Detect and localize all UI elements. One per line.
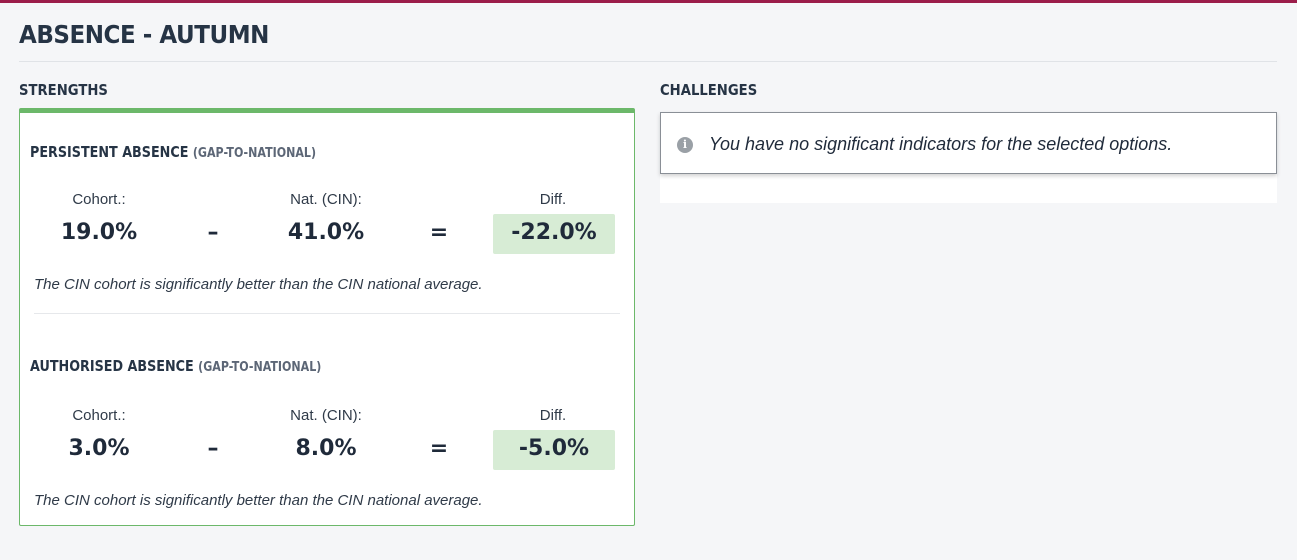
cohort-label: Cohort.: xyxy=(72,191,126,208)
diff-label: Diff. xyxy=(539,191,567,208)
strengths-heading: STRENGTHS xyxy=(19,81,108,99)
diff-label: Diff. xyxy=(539,407,567,424)
national-value: 41.0% xyxy=(287,220,365,245)
diff-value: -22.0% xyxy=(511,220,597,245)
national-label: Nat. (CIN): xyxy=(290,407,362,424)
diff-highlight xyxy=(493,430,615,470)
minus-operator: – xyxy=(207,436,219,461)
alert-message: You have no significant indicators for t… xyxy=(709,134,1173,154)
equals-operator: = xyxy=(429,220,449,245)
info-icon: i xyxy=(677,137,693,153)
indicator-persistent-absence: PERSISTENT ABSENCE (GAP-TO-NATIONAL) Coh… xyxy=(20,113,634,314)
page-title: ABSENCE - AUTUMN xyxy=(19,20,269,49)
indicator-title: AUTHORISED ABSENCE (GAP-TO-NATIONAL) xyxy=(30,357,321,375)
indicator-subtitle: (GAP-TO-NATIONAL) xyxy=(192,146,317,161)
indicator-note: The CIN cohort is significantly better t… xyxy=(34,492,483,509)
challenges-heading: CHALLENGES xyxy=(660,81,758,99)
diff-highlight xyxy=(493,214,615,254)
cohort-value: 19.0% xyxy=(60,220,138,245)
title-divider xyxy=(19,61,1277,62)
indicator-authorised-absence: AUTHORISED ABSENCE (GAP-TO-NATIONAL) Coh… xyxy=(20,329,634,529)
indicator-divider xyxy=(34,313,620,314)
no-indicators-alert: i You have no significant indicators for… xyxy=(660,112,1277,174)
indicator-note: The CIN cohort is significantly better t… xyxy=(34,276,483,293)
indicator-subtitle: (GAP-TO-NATIONAL) xyxy=(198,360,322,375)
cohort-value: 3.0% xyxy=(68,436,130,461)
indicator-title: PERSISTENT ABSENCE (GAP-TO-NATIONAL) xyxy=(30,143,316,161)
diff-value: -5.0% xyxy=(518,436,590,461)
cohort-label: Cohort.: xyxy=(72,407,126,424)
challenges-panel: i You have no significant indicators for… xyxy=(660,112,1277,203)
indicator-title-text: PERSISTENT ABSENCE xyxy=(30,143,189,161)
national-value: 8.0% xyxy=(295,436,357,461)
national-label: Nat. (CIN): xyxy=(290,191,362,208)
equals-operator: = xyxy=(429,436,449,461)
strengths-panel: PERSISTENT ABSENCE (GAP-TO-NATIONAL) Coh… xyxy=(19,108,635,526)
minus-operator: – xyxy=(207,220,219,245)
indicator-title-text: AUTHORISED ABSENCE xyxy=(30,357,194,375)
